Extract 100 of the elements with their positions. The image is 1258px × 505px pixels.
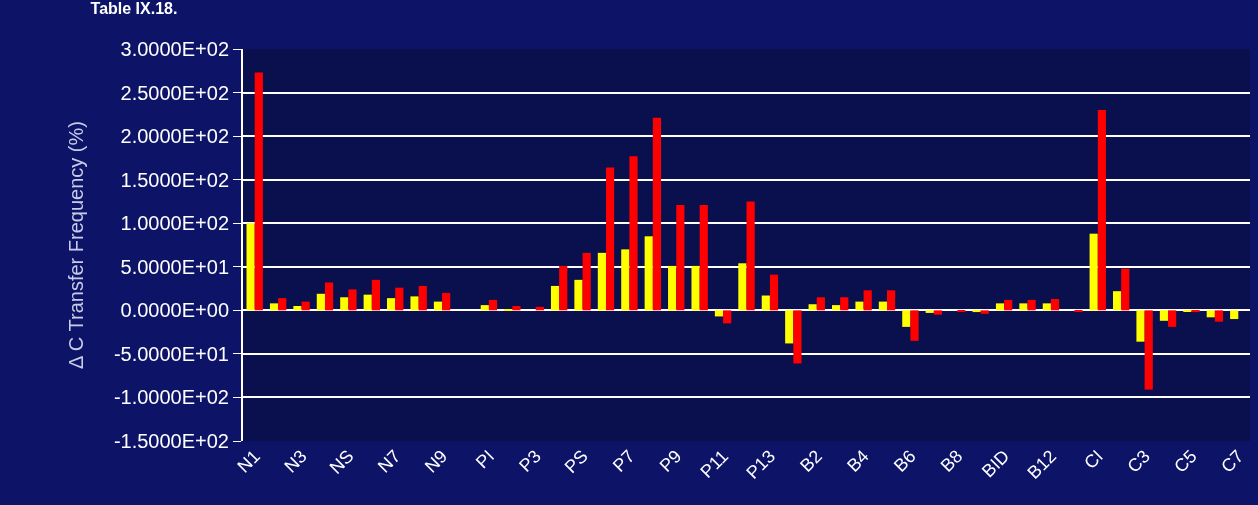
bar bbox=[1042, 303, 1051, 311]
y-tick-label: -5.0000E+01 bbox=[113, 342, 229, 365]
bar bbox=[480, 305, 489, 311]
x-tick-label: P7 bbox=[608, 446, 639, 476]
bar bbox=[1113, 291, 1122, 311]
bar bbox=[761, 295, 770, 311]
bar bbox=[621, 249, 630, 311]
y-tick-label: 5.0000E+01 bbox=[120, 255, 229, 278]
bar bbox=[348, 289, 357, 311]
bar bbox=[254, 72, 263, 311]
x-tick-label: P11 bbox=[696, 446, 733, 482]
bar bbox=[269, 303, 279, 311]
bar bbox=[1050, 299, 1060, 311]
bar bbox=[1191, 310, 1200, 313]
y-tick-label: 0.0000E+00 bbox=[120, 299, 229, 322]
bar bbox=[652, 117, 662, 311]
bar bbox=[629, 156, 638, 311]
y-tick-label: 1.5000E+02 bbox=[120, 168, 229, 191]
bar bbox=[301, 301, 310, 311]
bar bbox=[925, 310, 934, 313]
y-tick-label: 2.5000E+02 bbox=[120, 81, 229, 104]
bar bbox=[1168, 310, 1177, 327]
bar bbox=[1004, 299, 1013, 311]
y-tick-label: 1.0000E+02 bbox=[120, 212, 229, 235]
bar bbox=[316, 293, 325, 311]
bar bbox=[410, 296, 419, 311]
x-tick-label: B4 bbox=[843, 446, 873, 476]
x-tick-label: C5 bbox=[1170, 446, 1201, 477]
bar bbox=[1089, 233, 1098, 311]
bar bbox=[887, 290, 896, 311]
bar bbox=[691, 265, 700, 311]
y-tick-label: -1.5000E+02 bbox=[113, 430, 229, 452]
x-tick-label: P9 bbox=[655, 446, 686, 476]
bar bbox=[980, 310, 989, 314]
bar bbox=[902, 310, 911, 327]
x-tick-label: C3 bbox=[1123, 446, 1154, 477]
bar bbox=[1144, 310, 1153, 390]
x-tick-label: B2 bbox=[796, 446, 826, 476]
bar bbox=[785, 310, 794, 344]
bar bbox=[550, 285, 560, 311]
bar bbox=[418, 285, 427, 311]
bar bbox=[668, 265, 677, 311]
bar bbox=[597, 252, 606, 311]
bar bbox=[995, 303, 1005, 311]
y-tick-label: 3.0000E+02 bbox=[120, 38, 229, 60]
bar bbox=[1214, 310, 1224, 322]
bar bbox=[324, 282, 334, 311]
bar bbox=[1136, 310, 1145, 342]
bar bbox=[582, 252, 591, 311]
x-tick-label: B8 bbox=[936, 446, 967, 476]
bar bbox=[395, 287, 404, 311]
bar bbox=[363, 294, 372, 311]
bar bbox=[644, 236, 653, 311]
bar bbox=[442, 292, 451, 311]
bar bbox=[278, 298, 287, 311]
x-tick-label: N3 bbox=[280, 446, 311, 477]
bar bbox=[933, 310, 943, 315]
bar bbox=[840, 297, 849, 311]
bar bbox=[863, 290, 872, 311]
x-tick-label: B12 bbox=[1023, 446, 1061, 483]
bar bbox=[831, 305, 841, 311]
bar bbox=[723, 310, 732, 324]
bar bbox=[714, 310, 724, 317]
bar bbox=[910, 310, 919, 341]
bar bbox=[1206, 310, 1215, 318]
bar bbox=[574, 279, 583, 311]
bar bbox=[793, 310, 802, 364]
bar bbox=[1159, 310, 1169, 321]
x-tick-label: C7 bbox=[1217, 446, 1248, 477]
bar bbox=[738, 263, 747, 311]
bar bbox=[293, 305, 302, 311]
x-tick-label: P13 bbox=[742, 446, 780, 483]
bar bbox=[246, 223, 255, 311]
x-tick-label: NS bbox=[325, 446, 358, 478]
x-tick-label: BID bbox=[977, 446, 1014, 482]
bar bbox=[699, 204, 708, 311]
bar bbox=[855, 301, 864, 311]
x-tick-label: B6 bbox=[889, 446, 920, 476]
y-tick-label: -1.0000E+02 bbox=[113, 386, 229, 409]
bar bbox=[878, 301, 888, 311]
bar bbox=[972, 310, 981, 313]
bar bbox=[512, 305, 521, 311]
chart-title: Table IX.18. bbox=[90, 0, 178, 17]
x-tick-label: N1 bbox=[233, 446, 264, 477]
bar bbox=[340, 297, 349, 311]
x-tick-label: N7 bbox=[374, 446, 405, 477]
x-tick-label: P3 bbox=[515, 446, 545, 476]
x-tick-label: CI bbox=[1080, 446, 1107, 473]
x-tick-label: N9 bbox=[420, 446, 452, 477]
x-tick-label: PS bbox=[560, 446, 592, 478]
bar bbox=[816, 297, 825, 311]
bar bbox=[387, 298, 396, 311]
bar bbox=[1019, 303, 1028, 311]
bar bbox=[1121, 268, 1130, 311]
bar bbox=[808, 304, 817, 311]
bar bbox=[371, 279, 380, 311]
bar bbox=[746, 201, 755, 311]
bar bbox=[1230, 310, 1239, 320]
y-tick-label: 2.0000E+02 bbox=[120, 125, 229, 148]
y-axis-title: Δ C Transfer Frequency (%) bbox=[64, 121, 87, 369]
